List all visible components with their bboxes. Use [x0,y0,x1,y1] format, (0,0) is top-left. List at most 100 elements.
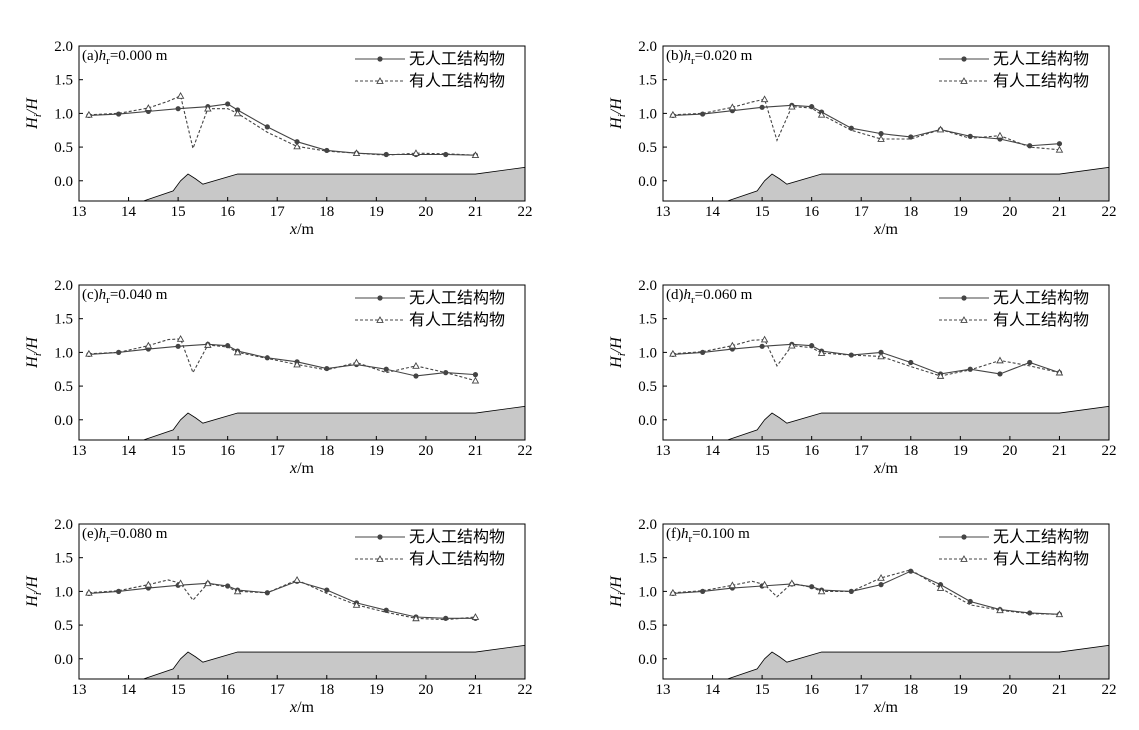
x-tick-label: 14 [121,204,137,220]
y-tick-label: 2.0 [638,517,657,533]
x-axis-label-var: x [873,460,881,477]
data-point [144,341,153,349]
data-point [936,584,945,591]
y-axis-label-den: /H [24,575,41,593]
x-tick-label: 15 [171,682,186,698]
y-axis-label: Hi/H [608,575,628,608]
panel-title-var: h [99,526,107,542]
data-point [728,103,737,111]
y-axis-label-den: /H [24,336,41,354]
x-tick-label: 15 [755,443,770,459]
y-tick-label: 0.0 [638,174,657,190]
data-point [967,598,973,605]
legend-label-without: 无人工结构物 [993,289,1089,307]
panel-title-sub: r [106,55,110,67]
y-tick-label: 0.0 [54,174,73,190]
x-tick-label: 13 [656,443,671,459]
data-point [144,580,153,588]
data-point [233,348,242,356]
data-point [817,110,826,118]
x-tick-label: 19 [369,682,384,698]
plot-frame [662,523,1110,680]
panel-title-sub: r [106,294,110,306]
panel-title-value: =0.060 m [695,287,753,303]
data-point [225,101,231,107]
data-point [669,588,677,596]
data-point [760,580,769,588]
y-tick-label: 1.0 [638,584,657,600]
y-tick-label: 2.0 [638,39,657,55]
data-point [877,573,885,581]
x-axis-label-unit: /m [881,221,898,238]
panel-title-var: h [681,526,689,542]
plot-frame [78,45,526,202]
x-tick-label: 19 [953,682,968,698]
x-axis-label: x/m [873,699,899,716]
legend-label-without: 无人工结构物 [993,50,1089,68]
data-point [352,600,361,608]
x-tick-label: 16 [220,204,236,220]
x-tick-label: 18 [903,204,918,220]
y-axis-label-num: H [24,355,41,369]
y-tick-label: 2.0 [54,278,73,294]
legend-label-without: 无人工结构物 [409,289,505,307]
data-point [878,131,884,137]
y-axis-label-num: H [24,116,41,130]
chart-panel-4: 13 14 15 16 17 18 19 20 21 22 0.0 0.5 1.0 1.5 2.0 x/m Hi… [608,278,1117,477]
y-tick-label: 1.0 [54,345,73,361]
x-tick-label: 13 [72,682,87,698]
data-point [204,104,212,112]
x-tick-label: 22 [1102,682,1117,698]
y-axis-label-num: H [608,355,625,369]
legend-marker-with [376,555,384,562]
x-tick-label: 15 [755,682,770,698]
bottom-profile [143,166,526,202]
y-tick-label: 0.0 [54,652,73,668]
data-point [471,376,480,384]
y-axis-label-den: /H [608,336,625,354]
data-point [1056,141,1063,147]
x-axis-label: x/m [289,221,315,238]
data-point [352,149,361,157]
data-point [760,335,769,343]
x-axis-label-var: x [873,221,881,238]
x-tick-label: 14 [705,682,721,698]
bottom-profile [143,644,526,680]
data-point [996,131,1004,139]
y-axis-label: Hi/H [608,336,628,369]
panel-title-value: =0.020 m [695,48,753,64]
legend-marker-with [960,316,968,323]
data-point [788,102,796,110]
panel-title-prefix: (a) [82,48,99,64]
data-point [759,343,765,349]
chart-panel-3: 13 14 15 16 17 18 19 20 21 22 0.0 0.5 1.0 1.5 2.0 x/m Hi… [24,278,533,477]
y-tick-label: 2.0 [54,517,73,533]
data-point [848,352,854,358]
x-tick-label: 16 [220,682,236,698]
data-point [383,366,389,372]
x-tick-label: 22 [518,443,533,459]
y-tick-label: 0.5 [54,379,73,395]
data-point [175,106,181,112]
y-axis-label-sub: i [616,114,628,117]
x-tick-label: 13 [72,204,87,220]
x-axis-label-var: x [289,460,297,477]
x-tick-label: 21 [1052,204,1067,220]
y-axis-label-sub: i [32,592,44,595]
y-tick-label: 2.0 [54,39,73,55]
x-tick-label: 21 [1052,443,1067,459]
y-axis-label-sub: i [616,353,628,356]
panel-title-prefix: (b) [666,48,684,64]
x-tick-label: 18 [319,204,334,220]
bottom-profile [727,644,1110,680]
y-axis-label: Hi/H [24,575,44,608]
x-axis-label: x/m [873,460,899,477]
legend-label-with: 有人工结构物 [409,72,505,90]
legend-label-without: 无人工结构物 [409,528,505,546]
data-point [413,373,419,379]
panel-title: (a)hr=0.000 m [82,48,168,67]
x-tick-label: 14 [705,204,721,220]
data-point [471,613,480,620]
data-point [225,343,231,349]
chart-panel-5: 13 14 15 16 17 18 19 20 21 22 0.0 0.5 1.0 1.5 2.0 x/m Hi… [24,517,533,716]
